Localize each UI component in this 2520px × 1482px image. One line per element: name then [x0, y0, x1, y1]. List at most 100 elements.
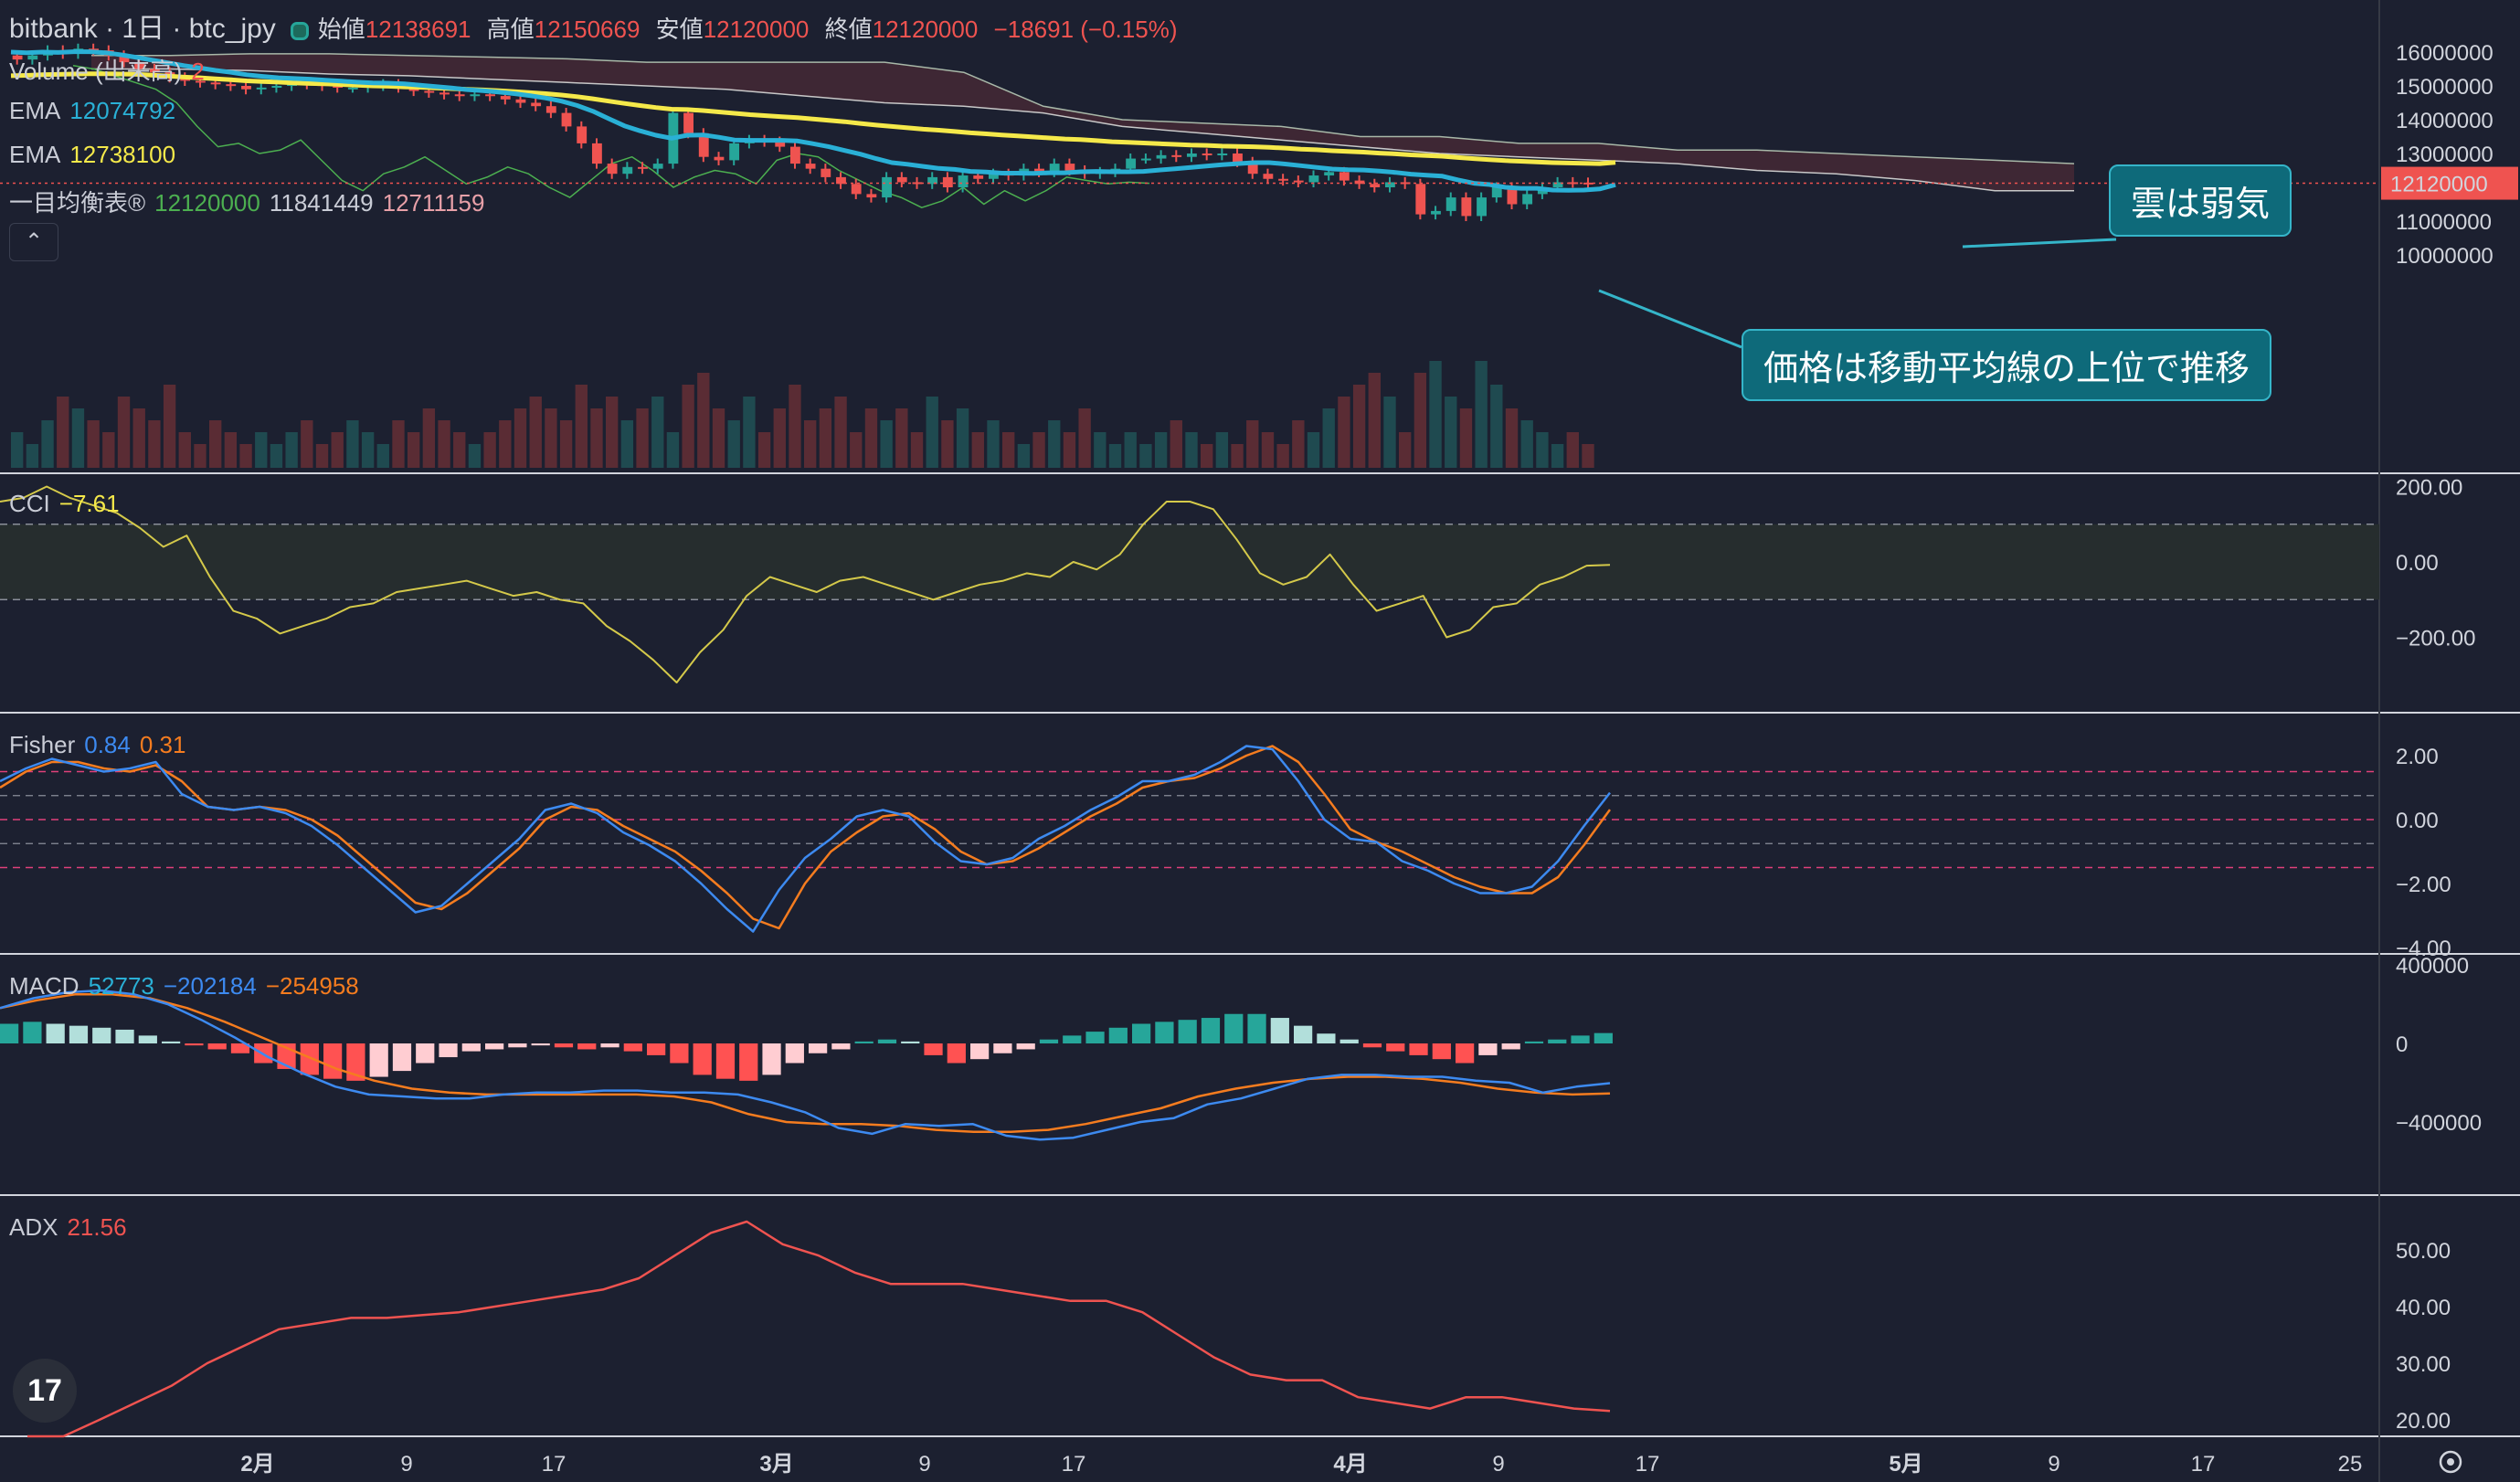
- volume-bar: [1338, 397, 1350, 468]
- candle-body: [638, 166, 648, 169]
- volume-bar: [1094, 432, 1106, 468]
- volume-bar: [194, 444, 206, 468]
- macd-histogram-bar: [1063, 1035, 1082, 1043]
- volume-label: Volume (出来高): [9, 58, 183, 85]
- candle-body: [882, 176, 892, 198]
- candle-body: [1156, 154, 1167, 159]
- volume-bar: [331, 432, 344, 468]
- volume-bar: [1322, 408, 1335, 468]
- macd-histogram-bar: [508, 1043, 527, 1048]
- macd-histogram-bar: [531, 1043, 550, 1046]
- market-status-icon: [290, 22, 309, 41]
- candle-body: [1354, 180, 1365, 185]
- candle-body: [226, 84, 237, 87]
- time-axis-tick: 17: [542, 1452, 566, 1477]
- ichimoku-value-1: 12120000: [154, 189, 260, 217]
- candle-body: [821, 168, 831, 177]
- macd-axis-tick: 0: [2396, 1032, 2408, 1057]
- volume-bar: [361, 432, 375, 468]
- volume-bar: [178, 432, 191, 468]
- volume-bar: [1124, 432, 1137, 468]
- volume-bar: [1459, 408, 1473, 468]
- macd-histogram-bar: [924, 1043, 943, 1055]
- volume-bar: [1276, 444, 1289, 468]
- volume-bar: [26, 444, 39, 468]
- symbol-title[interactable]: bitbank · 1日 · btc_jpy: [9, 14, 276, 44]
- candle-body: [1324, 172, 1335, 176]
- ichimoku-cloud: [91, 53, 2074, 191]
- volume-bar: [346, 420, 359, 468]
- volume-bar: [57, 397, 69, 468]
- time-axis-tick: 2月: [240, 1452, 274, 1477]
- volume-bar: [1185, 432, 1198, 468]
- volume-bar: [819, 408, 832, 468]
- volume-bar: [71, 408, 85, 468]
- macd-histogram-bar: [947, 1043, 966, 1064]
- macd-histogram-bar: [1178, 1020, 1197, 1043]
- macd-histogram-bar: [346, 1043, 365, 1081]
- low-label: 安値: [655, 16, 704, 43]
- price-callout[interactable]: 価格は移動平均線の上位で推移: [1742, 329, 2272, 401]
- time-axis-tick: 3月: [759, 1452, 793, 1477]
- volume-bar: [1414, 373, 1427, 468]
- volume-bar: [1383, 397, 1396, 468]
- macd-signal-line: [0, 993, 1611, 1134]
- price-axis-tick: 10000000: [2396, 244, 2494, 269]
- ichimoku-value-2: 11841449: [269, 189, 374, 217]
- candle-body: [652, 164, 663, 169]
- macd-histogram-bar: [670, 1043, 689, 1064]
- macd-legend[interactable]: MACD 52773 −202184 −254958: [9, 972, 368, 1000]
- candle-body: [545, 106, 556, 113]
- time-axis-tick: 17: [1636, 1452, 1660, 1477]
- ema-fast-value: 12074792: [69, 97, 176, 124]
- macd-histogram-bar: [300, 1043, 319, 1075]
- ema-fast-legend[interactable]: EMA 12074792: [9, 97, 185, 125]
- candle-body: [577, 126, 588, 143]
- volume-bar: [743, 397, 756, 468]
- macd-histogram-bar: [809, 1043, 828, 1053]
- ichimoku-legend[interactable]: 一目均衡表® 12120000 11841449 12711159: [9, 185, 493, 218]
- volume-bar: [697, 373, 710, 468]
- adx-value: 21.56: [67, 1213, 127, 1241]
- fisher-legend[interactable]: Fisher 0.84 0.31: [9, 731, 195, 759]
- collapse-legend-button[interactable]: ⌃: [9, 223, 58, 261]
- macd-histogram-bar: [138, 1035, 157, 1043]
- volume-bar: [1215, 432, 1229, 468]
- volume-bar: [483, 432, 496, 468]
- tradingview-logo[interactable]: 17: [13, 1359, 77, 1423]
- cci-legend[interactable]: CCI −7.61: [9, 490, 129, 518]
- volume-bar: [224, 432, 238, 468]
- volume-bar: [209, 420, 222, 468]
- volume-bar: [1048, 420, 1061, 468]
- price-axis-tick: 11000000: [2396, 210, 2492, 235]
- volume-bar: [1246, 420, 1259, 468]
- macd-histogram-bar: [230, 1043, 250, 1053]
- candle-body: [1263, 174, 1274, 179]
- candle-body: [439, 92, 450, 95]
- cloud-callout[interactable]: 雲は弱気: [2109, 164, 2292, 237]
- macd-histogram-bar: [993, 1043, 1012, 1053]
- ema-slow-legend[interactable]: EMA 12738100: [9, 141, 185, 169]
- macd-histogram-bar: [416, 1043, 435, 1064]
- macd-histogram-bar: [1594, 1032, 1613, 1043]
- candle-body: [1064, 164, 1075, 171]
- macd-value-1: 52773: [88, 972, 154, 1000]
- volume-legend[interactable]: Volume (出来高) 2: [9, 53, 214, 87]
- candle-body: [119, 55, 130, 63]
- high-value: 12150669: [534, 16, 641, 43]
- macd-histogram-bar: [1524, 1041, 1544, 1043]
- macd-histogram-bar: [1039, 1039, 1059, 1043]
- adx-legend[interactable]: ADX 21.56: [9, 1213, 136, 1242]
- macd-histogram-bar: [0, 1023, 19, 1043]
- price-axis-tick: 14000000: [2396, 109, 2494, 133]
- last-price-tag-text: 12120000: [2390, 173, 2488, 197]
- candle-body: [424, 90, 435, 93]
- candle-body: [866, 194, 877, 198]
- cloud-callout-pointer: [1962, 238, 2117, 249]
- candle-body: [500, 96, 511, 100]
- adx-line: [27, 1220, 1611, 1438]
- cci-axis-tick: −200.00: [2396, 627, 2475, 651]
- candle-body: [683, 112, 694, 133]
- cloud-span-b: [91, 68, 2074, 192]
